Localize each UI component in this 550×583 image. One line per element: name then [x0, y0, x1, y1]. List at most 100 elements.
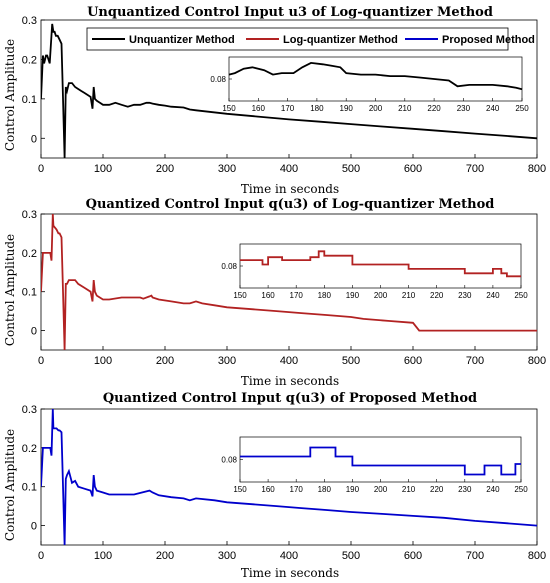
- inset-x-tick-label: 160: [261, 291, 275, 300]
- x-tick-label: 100: [94, 355, 112, 367]
- chart-title: Quantized Control Input q(u3) of Propose…: [103, 391, 477, 406]
- chart-title: Quantized Control Input q(u3) of Log-qua…: [86, 197, 495, 212]
- y-tick-label: 0.2: [22, 443, 37, 455]
- inset-x-tick-label: 250: [514, 485, 528, 494]
- inset-x-tick-label: 170: [290, 291, 304, 300]
- inset-x-tick-label: 200: [369, 104, 383, 113]
- inset-series-line: [228, 61, 523, 91]
- x-tick-label: 500: [342, 355, 360, 367]
- x-tick-label: 400: [280, 550, 298, 562]
- y-axis-label: Control Amplitude: [3, 39, 17, 151]
- inset-x-tick-label: 230: [458, 485, 472, 494]
- y-axis-label: Control Amplitude: [3, 234, 17, 346]
- inset-y-tick-label: 0.08: [210, 75, 226, 84]
- x-tick-label: 600: [404, 163, 422, 175]
- x-tick-label: 700: [466, 355, 484, 367]
- y-tick-label: 0: [31, 326, 37, 338]
- inset-x-tick-label: 210: [402, 485, 416, 494]
- inset-plot-area: [228, 56, 523, 102]
- y-axis-label: Control Amplitude: [3, 429, 17, 541]
- inset-x-tick-label: 230: [457, 104, 471, 113]
- inset-x-tick-label: 190: [346, 485, 360, 494]
- inset-x-tick-label: 190: [340, 104, 354, 113]
- x-tick-label: 0: [38, 355, 44, 367]
- chart-panel-log-quantizer: Quantized Control Input q(u3) of Log-qua…: [3, 197, 546, 388]
- x-axis-label: Time in seconds: [241, 374, 339, 388]
- inset-y-tick-label: 0.08: [221, 456, 237, 465]
- inset-x-tick-label: 250: [514, 291, 528, 300]
- inset-x-tick-label: 150: [233, 485, 247, 494]
- inset-series-line: [240, 446, 521, 476]
- x-tick-label: 400: [280, 163, 298, 175]
- inset-x-tick-label: 180: [318, 291, 332, 300]
- x-tick-label: 800: [528, 550, 546, 562]
- series-line-0: [41, 409, 537, 545]
- series-line-0: [41, 214, 537, 350]
- x-tick-label: 300: [218, 550, 236, 562]
- inset-x-tick-label: 160: [252, 104, 266, 113]
- inset-y-tick-label: 0.08: [221, 262, 237, 271]
- inset-x-tick-label: 200: [374, 291, 388, 300]
- y-tick-label: 0: [31, 133, 37, 145]
- x-tick-label: 800: [528, 163, 546, 175]
- x-tick-label: 600: [404, 355, 422, 367]
- inset-x-tick-label: 240: [486, 104, 500, 113]
- inset-plot-area: [239, 243, 522, 289]
- x-tick-label: 700: [466, 550, 484, 562]
- chart-panel-unquantized: Unquantized Control Input u3 of Log-quan…: [3, 5, 546, 196]
- inset-x-tick-label: 180: [318, 485, 332, 494]
- x-tick-label: 200: [156, 355, 174, 367]
- x-axis-label: Time in seconds: [241, 566, 339, 580]
- inset-x-tick-label: 150: [222, 104, 236, 113]
- inset-series-line: [240, 250, 521, 278]
- inset-x-tick-label: 170: [290, 485, 304, 494]
- inset-x-tick-label: 240: [486, 485, 500, 494]
- inset-x-tick-label: 210: [398, 104, 412, 113]
- y-tick-label: 0.3: [22, 404, 37, 416]
- x-tick-label: 0: [38, 163, 44, 175]
- inset-x-tick-label: 200: [374, 485, 388, 494]
- x-tick-label: 100: [94, 163, 112, 175]
- chart-panel-proposed: Quantized Control Input q(u3) of Propose…: [3, 391, 546, 580]
- x-tick-label: 0: [38, 550, 44, 562]
- inset-x-tick-label: 220: [427, 104, 441, 113]
- x-tick-label: 500: [342, 163, 360, 175]
- x-tick-label: 300: [218, 355, 236, 367]
- legend-entry-unquantizer: Unquantizer Method: [129, 34, 235, 46]
- inset-x-tick-label: 180: [310, 104, 324, 113]
- inset-x-tick-label: 230: [458, 291, 472, 300]
- inset-x-tick-label: 150: [233, 291, 247, 300]
- y-tick-label: 0.2: [22, 54, 37, 66]
- x-tick-label: 600: [404, 550, 422, 562]
- x-tick-label: 200: [156, 163, 174, 175]
- inset-x-tick-label: 160: [261, 485, 275, 494]
- x-tick-label: 800: [528, 355, 546, 367]
- x-axis-label: Time in seconds: [241, 182, 339, 196]
- y-tick-label: 0.2: [22, 248, 37, 260]
- y-tick-label: 0.1: [22, 287, 37, 299]
- series-line-0: [41, 23, 537, 158]
- inset-x-tick-label: 220: [430, 291, 444, 300]
- inset-x-tick-label: 220: [430, 485, 444, 494]
- x-tick-label: 100: [94, 550, 112, 562]
- legend-entry-log-quantizer: Log-quantizer Method: [283, 34, 398, 46]
- y-tick-label: 0.1: [22, 94, 37, 106]
- inset-x-tick-label: 210: [402, 291, 416, 300]
- inset-x-tick-label: 250: [515, 104, 529, 113]
- inset-x-tick-label: 240: [486, 291, 500, 300]
- legend-box: [86, 27, 509, 51]
- inset-x-tick-label: 170: [281, 104, 295, 113]
- inset-x-tick-label: 190: [346, 291, 360, 300]
- x-tick-label: 500: [342, 550, 360, 562]
- x-tick-label: 200: [156, 550, 174, 562]
- x-tick-label: 700: [466, 163, 484, 175]
- x-tick-label: 300: [218, 163, 236, 175]
- y-tick-label: 0.3: [22, 209, 37, 221]
- legend: Unquantizer Method Log-quantizer Method …: [86, 27, 535, 51]
- x-tick-label: 400: [280, 355, 298, 367]
- legend-entry-proposed: Proposed Method: [442, 34, 535, 46]
- y-tick-label: 0.3: [22, 15, 37, 27]
- y-tick-label: 0: [31, 521, 37, 533]
- chart-title: Unquantized Control Input u3 of Log-quan…: [87, 5, 493, 20]
